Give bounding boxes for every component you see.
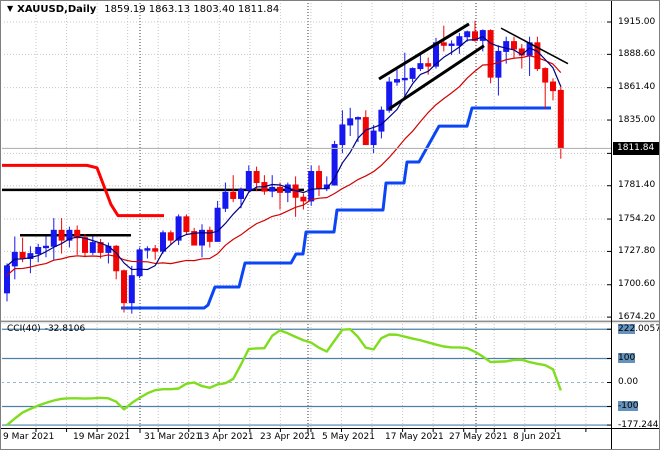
chart-window: ▼ XAUUSD,Daily 1859.19 1863.13 1803.40 181… (0, 0, 660, 450)
chart-canvas[interactable] (1, 1, 660, 450)
